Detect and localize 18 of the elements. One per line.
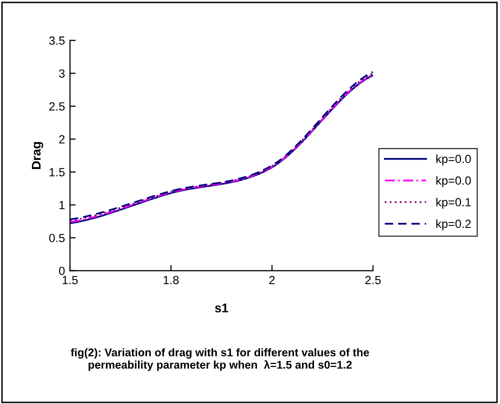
y-tick-label: 1 [59,201,65,210]
text: fig(2): Variation of drag with s1 for different values of the permeability parameter kp when λ=1.5 and s0=1.2 [70,348,370,371]
y-axis-title: Drag [32,142,44,169]
y-tick-label: 2.5 [49,102,65,111]
legend-label: kp=0.0 [436,176,471,188]
y-tick-label: 0.5 [49,234,65,242]
y-tick-label: 3.5 [49,36,65,45]
y-tick-label: 2 [59,135,65,144]
x-tick-label: 2.5 [365,276,381,284]
y-tick-label: 3 [59,69,65,78]
legend-label: kp=0.0 [436,154,471,166]
legend-label: kp=0.1 [436,198,471,209]
legend-label: kp=0.2 [436,219,471,230]
x-axis-title: s1 [214,304,228,312]
y-tick-label: 0 [59,266,65,276]
x-tick-label: 2 [269,276,275,284]
x-tick-label: 1.8 [164,276,179,284]
y-tick-label: 1.5 [50,168,65,176]
